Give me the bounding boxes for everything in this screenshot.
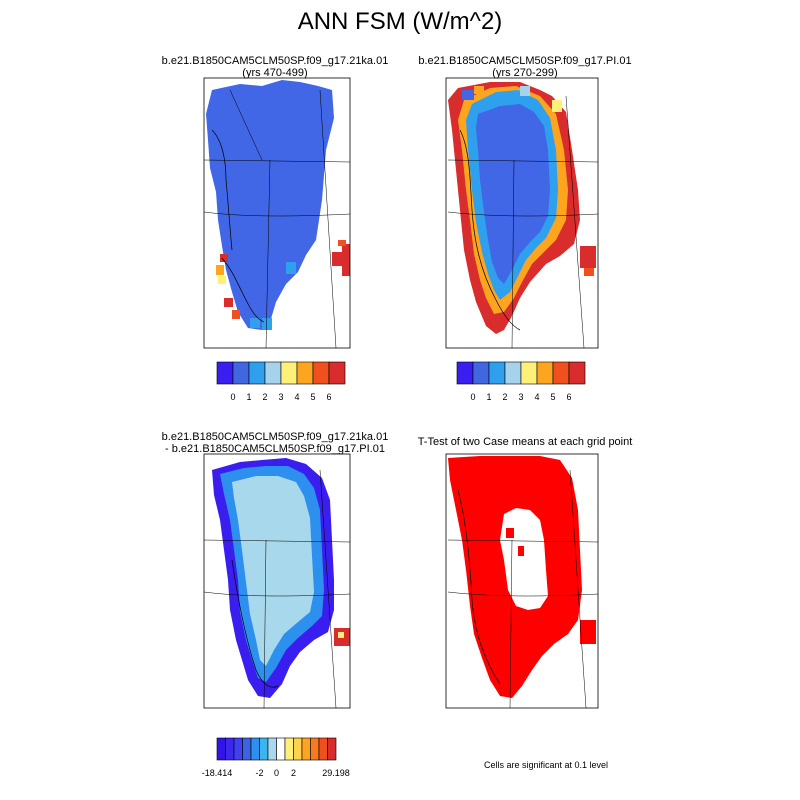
colorbar2-tick-label: 4 bbox=[534, 392, 539, 402]
colorbar2-tick-label: 6 bbox=[566, 392, 571, 402]
colorbar2-swatch bbox=[520, 361, 538, 385]
colorbar2-swatch bbox=[456, 361, 474, 385]
colorbar1-tick-label: 1 bbox=[246, 392, 251, 402]
colorbar-panel2: 0 1 2 3 4 5 6 bbox=[456, 361, 586, 402]
colorbar3-swatch bbox=[318, 737, 328, 761]
colorbar2-swatch bbox=[552, 361, 570, 385]
figure-title: ANN FSM (W/m^2) bbox=[297, 8, 503, 35]
panel3-title: b.e21.B1850CAM5CLM50SP.f09_g17.21ka.01 -… bbox=[150, 431, 400, 455]
colorbar1-tick-label: 0 bbox=[230, 392, 235, 402]
colorbar2-swatch bbox=[488, 361, 506, 385]
panel1-years: (yrs 470-499) bbox=[242, 67, 308, 79]
colorbar3-tick-label: -2 bbox=[255, 768, 263, 778]
colorbar3-swatch bbox=[327, 737, 337, 761]
panel2-case: b.e21.B1850CAM5CLM50SP.f09_g17.PI.01 bbox=[418, 55, 632, 67]
colorbar1-swatch bbox=[248, 361, 266, 385]
colorbar3-swatch bbox=[242, 737, 252, 761]
panel1-title: b.e21.B1850CAM5CLM50SP.f09_g17.21ka.01 (… bbox=[150, 55, 400, 79]
colorbar3-swatch bbox=[310, 737, 320, 761]
panel2-landmass bbox=[476, 104, 550, 284]
colorbar2-swatch bbox=[472, 361, 490, 385]
panel1-landmass bbox=[206, 80, 334, 330]
colorbar3-tick-label: -18.414 bbox=[202, 768, 233, 778]
colorbar3-swatch bbox=[293, 737, 303, 761]
panel2-years: (yrs 270-299) bbox=[492, 67, 558, 79]
colorbar3-tick-label: 2 bbox=[291, 768, 296, 778]
colorbar1-swatch bbox=[216, 361, 234, 385]
colorbar2-tick-label: 0 bbox=[470, 392, 475, 402]
panel4-title: T-Test of two Case means at each grid po… bbox=[400, 436, 650, 448]
colorbar1-swatch bbox=[296, 361, 314, 385]
colorbar1-swatch bbox=[232, 361, 250, 385]
colorbar3-swatch bbox=[225, 737, 235, 761]
colorbar-panel3: -18.414 -2 0 2 29.198 bbox=[202, 737, 350, 778]
colorbar3-swatch bbox=[250, 737, 260, 761]
panel1-case: b.e21.B1850CAM5CLM50SP.f09_g17.21ka.01 bbox=[161, 55, 389, 67]
colorbar1-swatch bbox=[280, 361, 298, 385]
colorbar1-tick-label: 5 bbox=[310, 392, 315, 402]
colorbar3-tick-label: 29.198 bbox=[322, 768, 350, 778]
panel4-frame bbox=[445, 453, 599, 709]
colorbar3-tick-label: 0 bbox=[274, 768, 279, 778]
colorbar3-swatch bbox=[301, 737, 311, 761]
panel4-label: T-Test of two Case means at each grid po… bbox=[417, 436, 633, 448]
panel2-frame bbox=[445, 77, 599, 349]
colorbar2-swatch bbox=[568, 361, 586, 385]
panel3-minus: - b.e21.B1850CAM5CLM50SP.f09_g17.PI.01 bbox=[165, 443, 385, 455]
colorbar3-swatch bbox=[216, 737, 226, 761]
panel2-title: b.e21.B1850CAM5CLM50SP.f09_g17.PI.01 (yr… bbox=[400, 55, 650, 79]
colorbar2-tick-label: 2 bbox=[502, 392, 507, 402]
colorbar2-swatch bbox=[536, 361, 554, 385]
colorbar2-tick-label: 1 bbox=[486, 392, 491, 402]
colorbar2-tick-label: 3 bbox=[518, 392, 523, 402]
colorbar1-swatch bbox=[312, 361, 330, 385]
colorbar3-swatch bbox=[276, 737, 286, 761]
panel3-case: b.e21.B1850CAM5CLM50SP.f09_g17.21ka.01 bbox=[161, 431, 389, 443]
colorbar1-tick-label: 4 bbox=[294, 392, 299, 402]
colorbar2-swatch bbox=[504, 361, 522, 385]
panel1-frame bbox=[203, 77, 351, 349]
panel3-frame bbox=[203, 453, 351, 709]
colorbar1-tick-label: 2 bbox=[262, 392, 267, 402]
colorbar3-swatch bbox=[284, 737, 294, 761]
colorbar3-swatch bbox=[259, 737, 269, 761]
colorbar1-swatch bbox=[328, 361, 346, 385]
colorbar1-tick-label: 3 bbox=[278, 392, 283, 402]
significance-footnote: Cells are significant at 0.1 level bbox=[483, 760, 609, 770]
colorbar3-swatch bbox=[267, 737, 277, 761]
colorbar-panel1: 0 1 2 3 4 5 6 bbox=[216, 361, 346, 402]
colorbar3-swatch bbox=[233, 737, 243, 761]
colorbar1-swatch bbox=[264, 361, 282, 385]
colorbar2-tick-label: 5 bbox=[550, 392, 555, 402]
colorbar1-tick-label: 6 bbox=[326, 392, 331, 402]
